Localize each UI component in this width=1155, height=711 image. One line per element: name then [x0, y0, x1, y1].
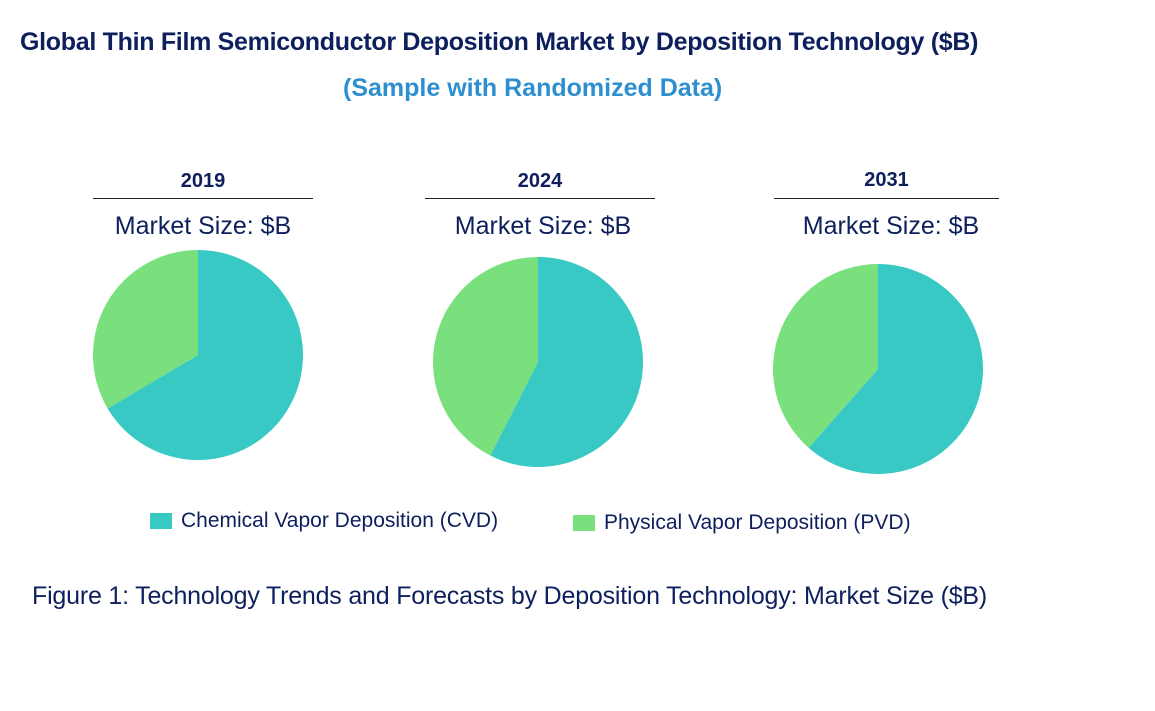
legend-swatch-pvd — [573, 515, 595, 531]
legend-item-pvd: Physical Vapor Deposition (PVD) — [573, 511, 911, 535]
pie-chart-2031 — [773, 264, 983, 474]
pie-2031-year-label: 2031 — [864, 169, 909, 191]
chart-title: Global Thin Film Semiconductor Depositio… — [20, 28, 979, 56]
pie-2031-divider — [774, 198, 999, 199]
pie-2024-divider — [425, 198, 655, 199]
chart-subtitle: (Sample with Randomized Data) — [343, 74, 723, 102]
pie-2031-slice-cvd — [808, 264, 983, 474]
pie-2019-market-size: Market Size: $B — [114, 212, 292, 240]
pie-2019-slice-pvd — [92, 250, 198, 409]
pie-chart-2019 — [92, 250, 303, 460]
pie-2031-slice-pvd — [773, 264, 878, 448]
pie-2019-year-label: 2019 — [180, 170, 226, 192]
pie-chart-2024 — [432, 257, 643, 467]
pie-2024-year-label: 2024 — [517, 170, 563, 192]
legend-label-pvd: Physical Vapor Deposition (PVD) — [604, 511, 911, 534]
legend-label-cvd: Chemical Vapor Deposition (CVD) — [181, 509, 499, 532]
pie-2031-market-size: Market Size: $B — [802, 212, 980, 240]
pie-2024-slice-cvd — [490, 257, 643, 467]
legend-swatch-cvd — [150, 513, 172, 529]
pie-2019-slice-cvd — [107, 250, 303, 460]
figure-caption: Figure 1: Technology Trends and Forecast… — [32, 582, 988, 610]
legend-item-cvd: Chemical Vapor Deposition (CVD) — [150, 509, 498, 533]
pie-2019-divider — [93, 198, 313, 199]
pie-2024-market-size: Market Size: $B — [454, 212, 632, 240]
pie-2024-slice-pvd — [432, 257, 538, 456]
